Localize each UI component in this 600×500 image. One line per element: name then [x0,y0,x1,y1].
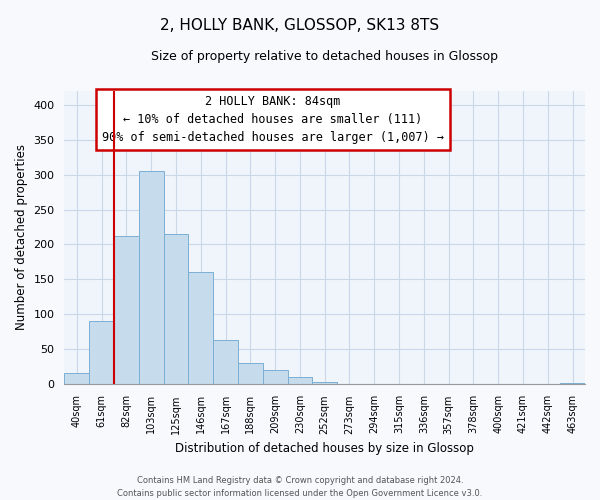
Bar [213,340,238,384]
Y-axis label: Number of detached properties: Number of detached properties [15,144,28,330]
Bar [89,322,114,384]
Text: 2 HOLLY BANK: 84sqm
← 10% of detached houses are smaller (111)
90% of semi-detac: 2 HOLLY BANK: 84sqm ← 10% of detached ho… [101,95,443,144]
Bar [313,382,337,384]
Bar [139,171,164,384]
Bar [64,372,89,384]
X-axis label: Distribution of detached houses by size in Glossop: Distribution of detached houses by size … [175,442,474,455]
Bar [263,370,287,384]
Bar [114,236,139,384]
Bar [560,383,585,384]
Bar [238,363,263,384]
Bar [287,378,313,384]
Text: 2, HOLLY BANK, GLOSSOP, SK13 8TS: 2, HOLLY BANK, GLOSSOP, SK13 8TS [160,18,440,32]
Bar [188,272,213,384]
Title: Size of property relative to detached houses in Glossop: Size of property relative to detached ho… [151,50,498,63]
Bar [164,234,188,384]
Text: Contains HM Land Registry data © Crown copyright and database right 2024.
Contai: Contains HM Land Registry data © Crown c… [118,476,482,498]
